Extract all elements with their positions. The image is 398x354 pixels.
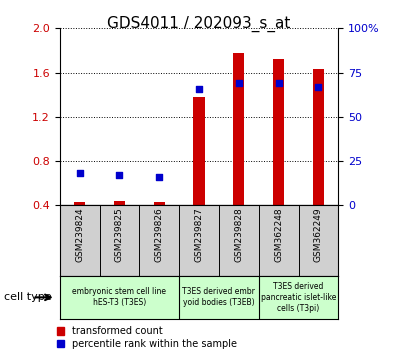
Bar	[313, 69, 324, 205]
Point	[116, 172, 123, 178]
Text: T3ES derived embr
yoid bodies (T3EB): T3ES derived embr yoid bodies (T3EB)	[182, 287, 256, 307]
Text: GSM239828: GSM239828	[234, 207, 243, 262]
Bar	[193, 97, 205, 205]
Text: T3ES derived
pancreatic islet-like
cells (T3pi): T3ES derived pancreatic islet-like cells…	[261, 282, 336, 313]
Bar	[60, 276, 179, 319]
Point	[76, 171, 83, 176]
Point	[236, 80, 242, 86]
Text: GSM239825: GSM239825	[115, 207, 124, 262]
Point	[156, 174, 162, 180]
Point	[275, 80, 282, 86]
Bar	[114, 201, 125, 205]
Bar	[259, 276, 338, 319]
Bar	[233, 53, 244, 205]
Text: embryonic stem cell line
hES-T3 (T3ES): embryonic stem cell line hES-T3 (T3ES)	[72, 287, 166, 307]
Bar	[154, 202, 165, 205]
Text: GSM239826: GSM239826	[155, 207, 164, 262]
Text: GSM239827: GSM239827	[195, 207, 203, 262]
Bar	[74, 202, 85, 205]
Point	[196, 86, 202, 91]
Text: GDS4011 / 202093_s_at: GDS4011 / 202093_s_at	[107, 16, 291, 32]
Text: GSM239824: GSM239824	[75, 207, 84, 262]
Bar	[273, 59, 284, 205]
Text: GSM362249: GSM362249	[314, 207, 323, 262]
Point	[315, 84, 322, 90]
Text: GSM362248: GSM362248	[274, 207, 283, 262]
Text: cell type: cell type	[4, 292, 52, 302]
Legend: transformed count, percentile rank within the sample: transformed count, percentile rank withi…	[57, 326, 237, 349]
Bar	[179, 276, 259, 319]
